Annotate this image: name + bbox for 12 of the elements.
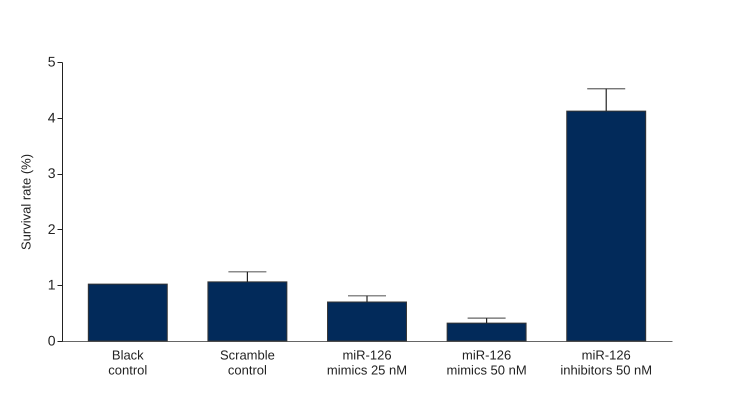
- y-axis-title: Survival rate (%): [18, 154, 34, 250]
- x-tick-label: miR-126 inhibitors 50 nM: [560, 348, 652, 378]
- x-tick-label: Scramble control: [220, 348, 275, 378]
- y-tick-label: 2: [48, 220, 56, 237]
- y-tick-label: 0: [48, 332, 56, 348]
- y-tick-label: 1: [48, 276, 56, 293]
- x-tick-label: miR-126 mimics 25 nM: [326, 348, 408, 378]
- y-tick-label: 5: [48, 54, 56, 70]
- x-tick-label: Black control: [108, 348, 148, 378]
- x-tick-label: miR-126 mimics 50 nM: [446, 348, 527, 378]
- y-tick-label: 3: [48, 165, 56, 182]
- y-tick-label: 4: [48, 109, 56, 126]
